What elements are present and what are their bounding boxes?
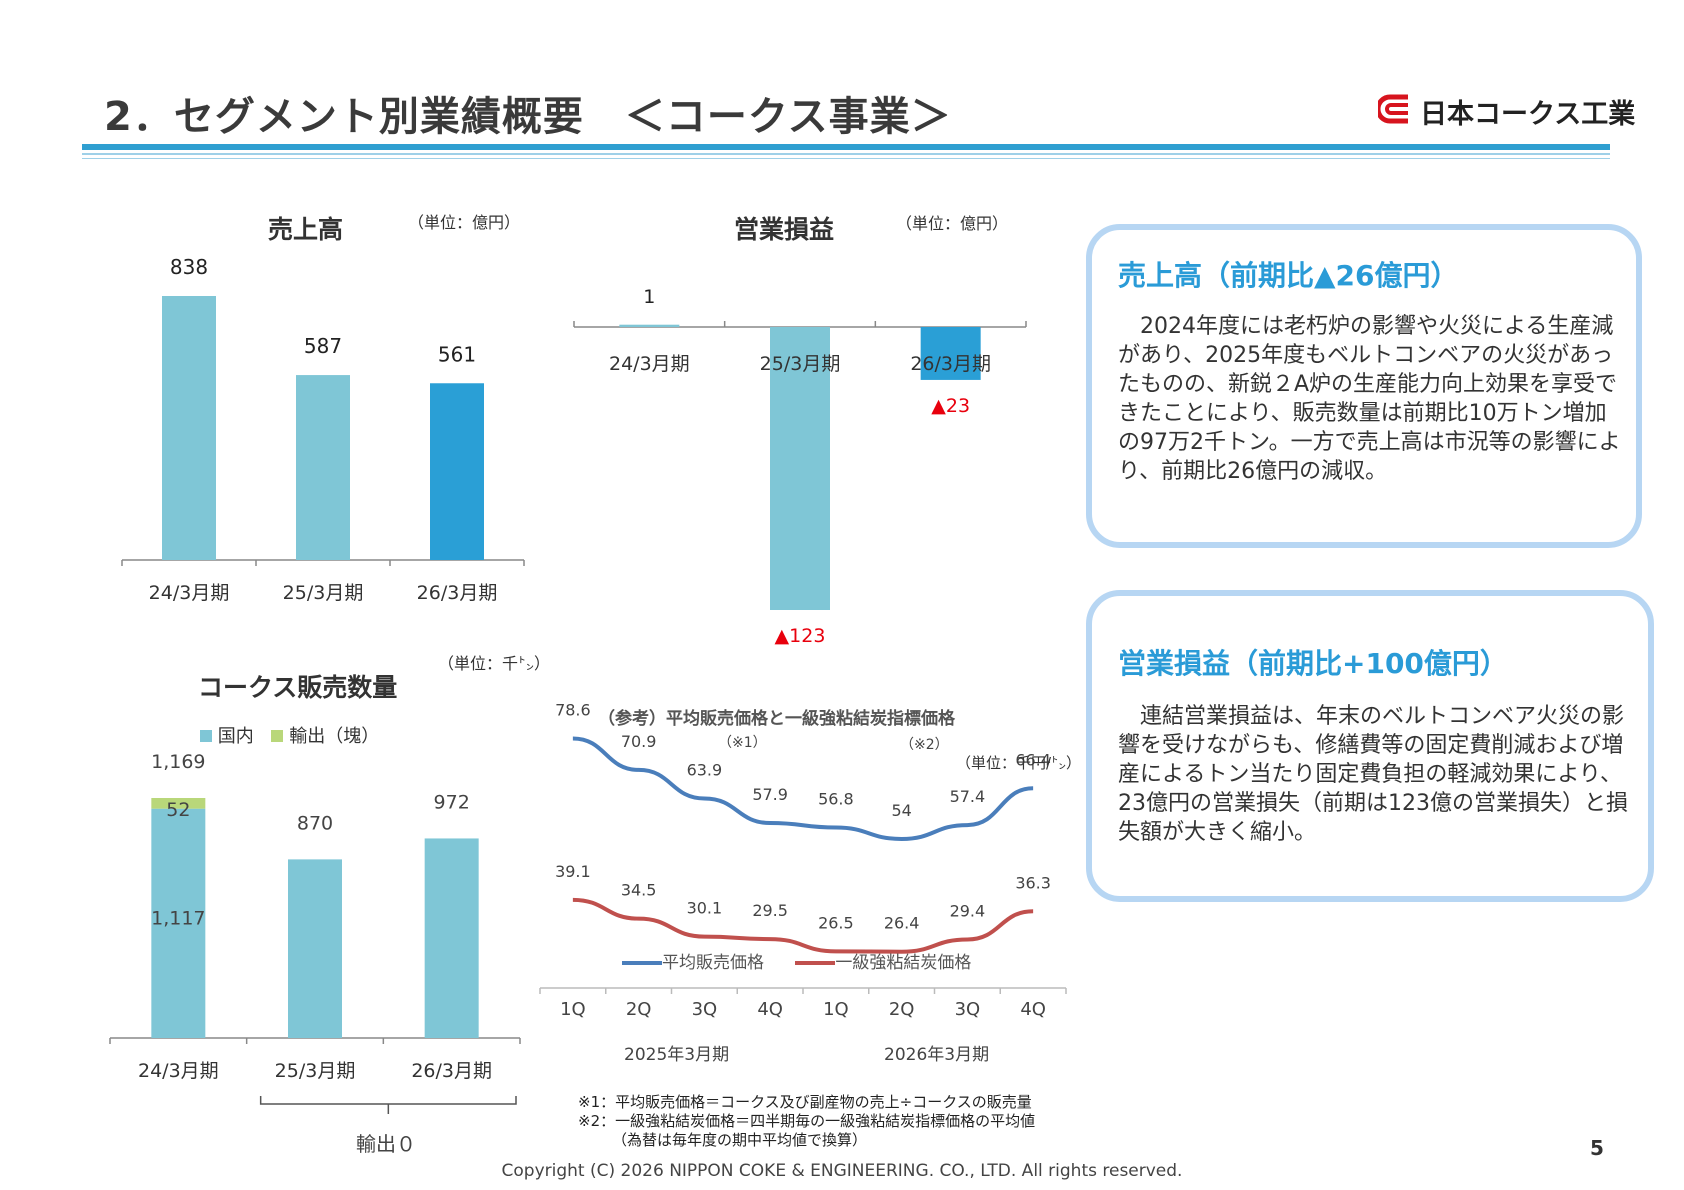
price-tick-label: 4Q — [757, 999, 783, 1020]
price-tick-label: 2Q — [626, 999, 652, 1020]
coal-price-label: 29.4 — [950, 901, 986, 920]
volume-bar-domestic — [288, 859, 342, 1038]
legend-swatch-domestic — [200, 730, 212, 742]
price-chart-ref2: （※2） — [900, 737, 949, 753]
page-title: 2．セグメント別業績概要 ＜コークス事業＞ — [104, 94, 952, 140]
logo-text: 日本コークス工業 — [1420, 99, 1636, 130]
volume-bar-domestic — [151, 808, 206, 1038]
header-rule-thin — [82, 158, 1610, 159]
volume-legend: 国内 輸出（塊） — [200, 722, 379, 748]
legend-swatch-export — [271, 730, 284, 742]
profit-bar — [619, 324, 680, 327]
legend-line-coal — [795, 961, 836, 965]
header-rule-thin — [82, 153, 1610, 155]
price-tick-label: 1Q — [823, 999, 849, 1020]
company-logo: 日本コークス工業 — [1378, 92, 1635, 130]
price-chart-year2: 2026年3月期 — [884, 1045, 990, 1065]
volume-bar-export — [151, 798, 206, 809]
price-chart-title: （参考）平均販売価格と一級強粘結炭指標価格 — [598, 709, 955, 729]
sales-bar — [430, 383, 484, 560]
sales-summary-box: 売上高（前期比▲26億円） 2024年度には老朽炉の影響や火災による生産減があり… — [1086, 224, 1642, 548]
coal-price-label: 26.4 — [884, 914, 920, 933]
profit-chart-title: 営業損益 — [734, 215, 835, 244]
volume-export-label: 52 — [166, 799, 190, 821]
coal-price-label: 26.5 — [818, 913, 854, 932]
price-tick-label: 3Q — [955, 999, 981, 1020]
sales-bar — [296, 375, 350, 560]
coal-price-label: 36.3 — [1015, 873, 1051, 892]
profit-data-label: ▲123 — [775, 625, 826, 647]
coal-price-line — [572, 897, 1034, 954]
legend-line-avg — [622, 961, 662, 965]
coal-price-label: 39.1 — [555, 862, 591, 881]
sales-tick-label: 24/3月期 — [149, 582, 230, 604]
profit-data-label: ▲23 — [931, 395, 970, 417]
legend-label-export: 輸出（塊） — [289, 726, 380, 747]
profit-tick-label: 26/3月期 — [910, 353, 991, 375]
page-number: 5 — [1590, 1136, 1604, 1160]
footnote-1: ※1：平均販売価格＝コークス及び副産物の売上÷コークスの販売量 — [578, 1093, 1032, 1111]
legend-label-avg: 平均販売価格 — [662, 953, 764, 973]
avg-price-label: 56.8 — [818, 790, 854, 809]
volume-tick-label: 25/3月期 — [275, 1060, 356, 1082]
coal-price-label: 30.1 — [687, 899, 723, 918]
volume-chart-title: コークス販売数量 — [198, 673, 398, 702]
profit-bar — [920, 327, 981, 380]
profit-bar — [770, 327, 830, 610]
sales-tick-label: 25/3月期 — [283, 582, 364, 604]
price-tick-label: 1Q — [560, 999, 586, 1020]
footnote-2: ※2：一級強粘結炭価格＝四半期毎の一級強粘結炭指標価格の平均値 — [578, 1112, 1036, 1130]
profit-summary-title: 営業損益（前期比+100億円） — [1118, 647, 1508, 680]
logo-mark-icon — [1378, 94, 1408, 124]
avg-price-label: 54 — [891, 801, 911, 820]
legend-label-coal: 一級強粘結炭価格 — [835, 953, 972, 973]
avg-price-label: 70.9 — [621, 732, 657, 751]
footnote-3: （為替は毎年度の期中平均値で換算） — [612, 1131, 868, 1149]
price-tick-label: 2Q — [889, 999, 915, 1020]
sales-tick-label: 26/3月期 — [417, 582, 498, 604]
price-chart-unit: （単位：千円/㌧） — [956, 754, 1082, 772]
export-zero-label: 輸出０ — [356, 1132, 416, 1156]
sales-chart-title: 売上高 — [268, 215, 344, 244]
price-tick-label: 4Q — [1020, 999, 1046, 1020]
sales-chart-unit: （単位：億円） — [408, 213, 521, 232]
export-zero-bracket — [259, 1096, 517, 1114]
header-rule — [82, 144, 1610, 150]
profit-summary-body: 連結営業損益は、年末のベルトコンベア火災の影響を受けながらも、修繕費等の固定費削… — [1118, 704, 1628, 845]
price-chart-ref1: （※1） — [718, 735, 767, 751]
coal-price-label: 34.5 — [621, 881, 657, 900]
profit-chart-unit: （単位：億円） — [896, 214, 1009, 233]
sales-data-label: 587 — [304, 334, 342, 358]
price-tick-label: 3Q — [692, 999, 718, 1020]
sales-summary-title: 売上高（前期比▲26億円） — [1118, 259, 1459, 292]
sales-summary-body: 2024年度には老朽炉の影響や火災による生産減があり、2025年度もベルトコンベ… — [1118, 314, 1621, 484]
copyright: Copyright (C) 2026 NIPPON COKE & ENGINEE… — [501, 1161, 1183, 1181]
avg-price-label: 78.6 — [555, 700, 591, 719]
volume-tick-label: 24/3月期 — [138, 1060, 219, 1082]
profit-tick-label: 24/3月期 — [609, 353, 690, 375]
sales-data-label: 561 — [438, 342, 476, 366]
profit-tick-label: 25/3月期 — [760, 353, 841, 375]
avg-price-label: 57.9 — [752, 785, 788, 804]
volume-bar-domestic — [424, 838, 479, 1038]
profit-data-label: 1 — [643, 286, 655, 308]
price-chart-year1: 2025年3月期 — [624, 1045, 730, 1065]
volume-total-label: 1,169 — [151, 751, 205, 773]
sales-bar — [162, 296, 216, 560]
avg-price-label: 63.9 — [687, 761, 723, 780]
coal-price-label: 29.5 — [752, 901, 788, 920]
avg-price-label: 57.4 — [950, 787, 986, 806]
volume-tick-label: 26/3月期 — [411, 1060, 492, 1082]
volume-chart-unit: （単位：千㌧） — [438, 654, 551, 673]
profit-summary-box: 営業損益（前期比+100億円） 連結営業損益は、年末のベルトコンベア火災の影響を… — [1086, 590, 1654, 902]
volume-total-label: 972 — [434, 791, 470, 813]
price-legend: 平均販売価格 一級強粘結炭価格 — [622, 948, 971, 973]
sales-data-label: 838 — [170, 255, 208, 279]
legend-label-domestic: 国内 — [217, 726, 254, 747]
volume-total-label: 870 — [297, 812, 333, 834]
volume-domestic-label: 1,117 — [151, 908, 205, 930]
